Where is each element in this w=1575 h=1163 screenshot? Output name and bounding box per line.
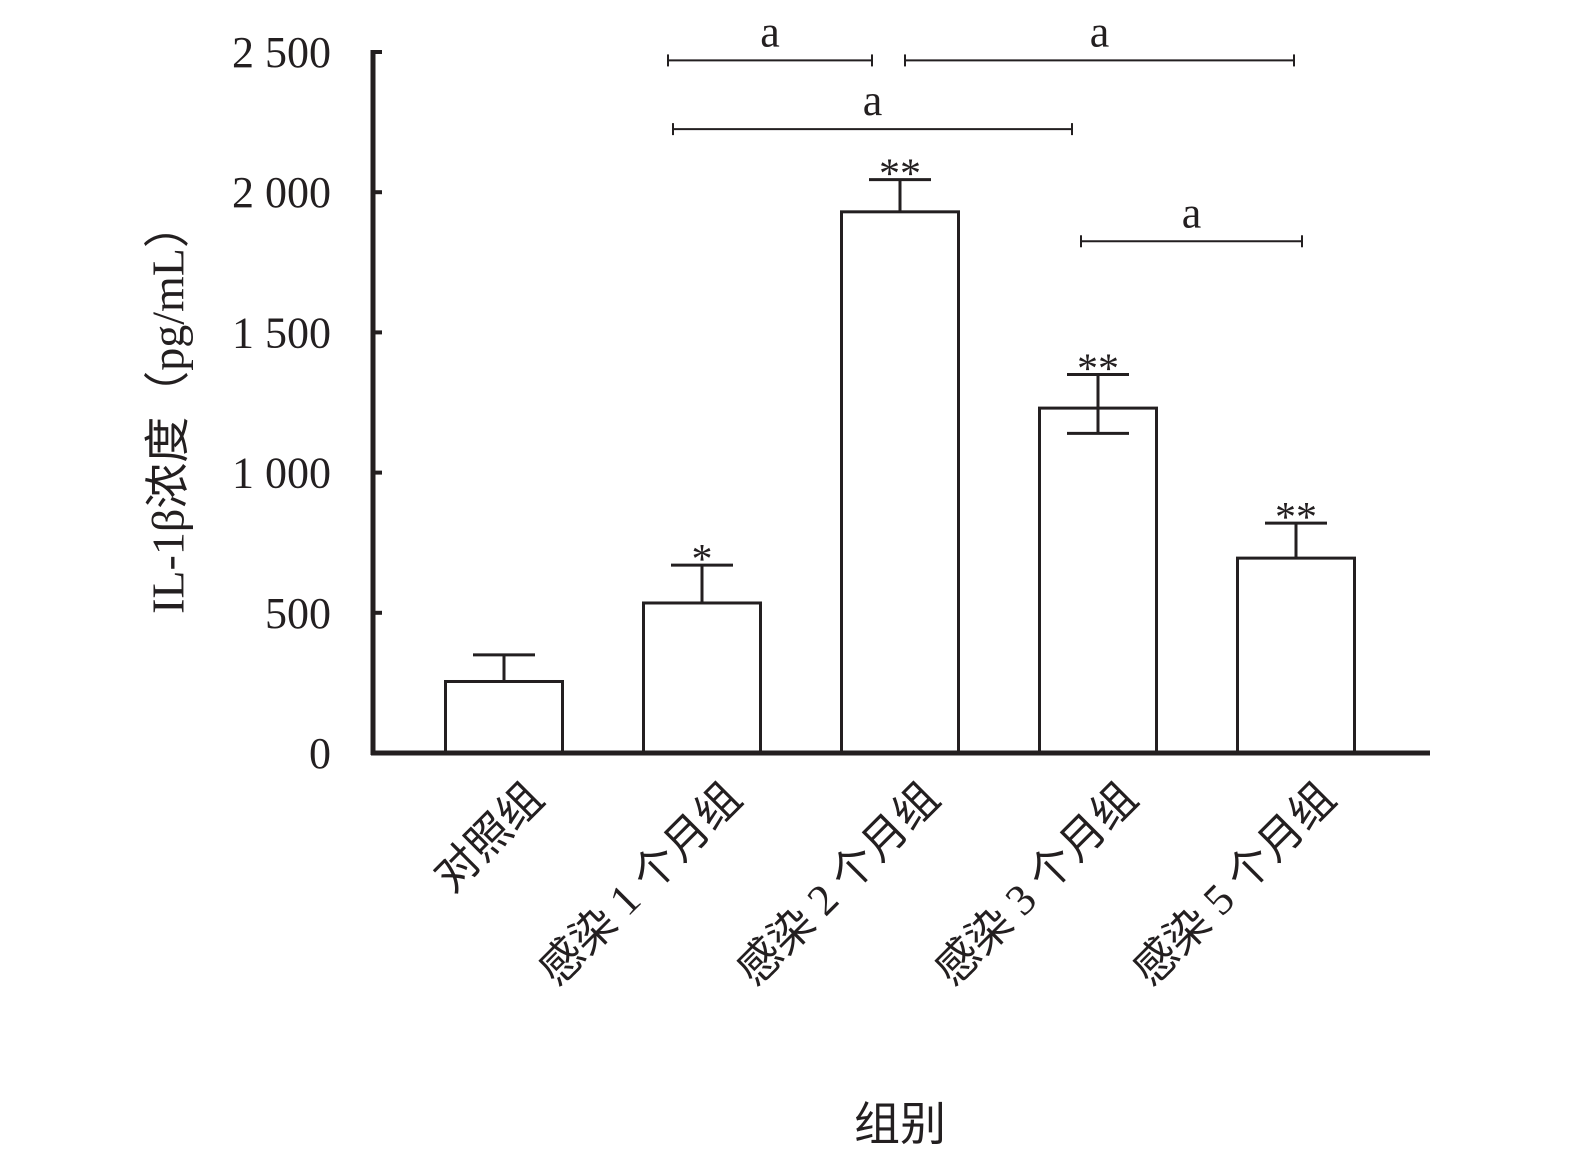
y-ticks-group: 0 500 1 000 1 500 2 000 2 500 <box>232 28 382 778</box>
y-tick-label: 500 <box>265 589 331 638</box>
x-category-label: 感染 3 个月组 <box>926 773 1147 994</box>
bar <box>444 679 564 755</box>
axes-group <box>370 50 1430 756</box>
comparison-label: a <box>1182 188 1202 237</box>
comparison-label: a <box>760 7 780 56</box>
x-category-label: 感染 1 个月组 <box>530 773 751 994</box>
y-tick-label: 1 500 <box>232 308 331 357</box>
y-tick-label: 1 000 <box>232 449 331 498</box>
bar <box>1236 556 1356 755</box>
x-category-label: 对照组 <box>425 773 553 901</box>
significance-label: ** <box>879 152 921 198</box>
x-axis-title: 组别 <box>854 1099 946 1150</box>
significance-label: * <box>692 537 713 583</box>
significance-marks-group: ******* <box>692 152 1318 584</box>
bars-group <box>444 210 1356 755</box>
comparison-label: a <box>863 76 883 125</box>
significance-label: ** <box>1275 495 1317 541</box>
y-tick-label: 2 000 <box>232 168 331 217</box>
bar <box>1038 406 1158 755</box>
y-tick-label: 2 500 <box>232 28 331 77</box>
bar <box>840 210 960 755</box>
error-bars-group <box>473 178 1327 682</box>
comparison-brackets-group: a a a a <box>667 7 1303 248</box>
y-axis-title: IL-1β浓度（pg/mL） <box>143 202 194 614</box>
x-category-label: 感染 2 个月组 <box>728 773 949 994</box>
significance-label: ** <box>1077 346 1119 392</box>
y-tick-label: 0 <box>309 729 331 778</box>
comparison-label: a <box>1090 7 1110 56</box>
x-category-label: 感染 5 个月组 <box>1124 773 1345 994</box>
bar <box>642 601 762 755</box>
